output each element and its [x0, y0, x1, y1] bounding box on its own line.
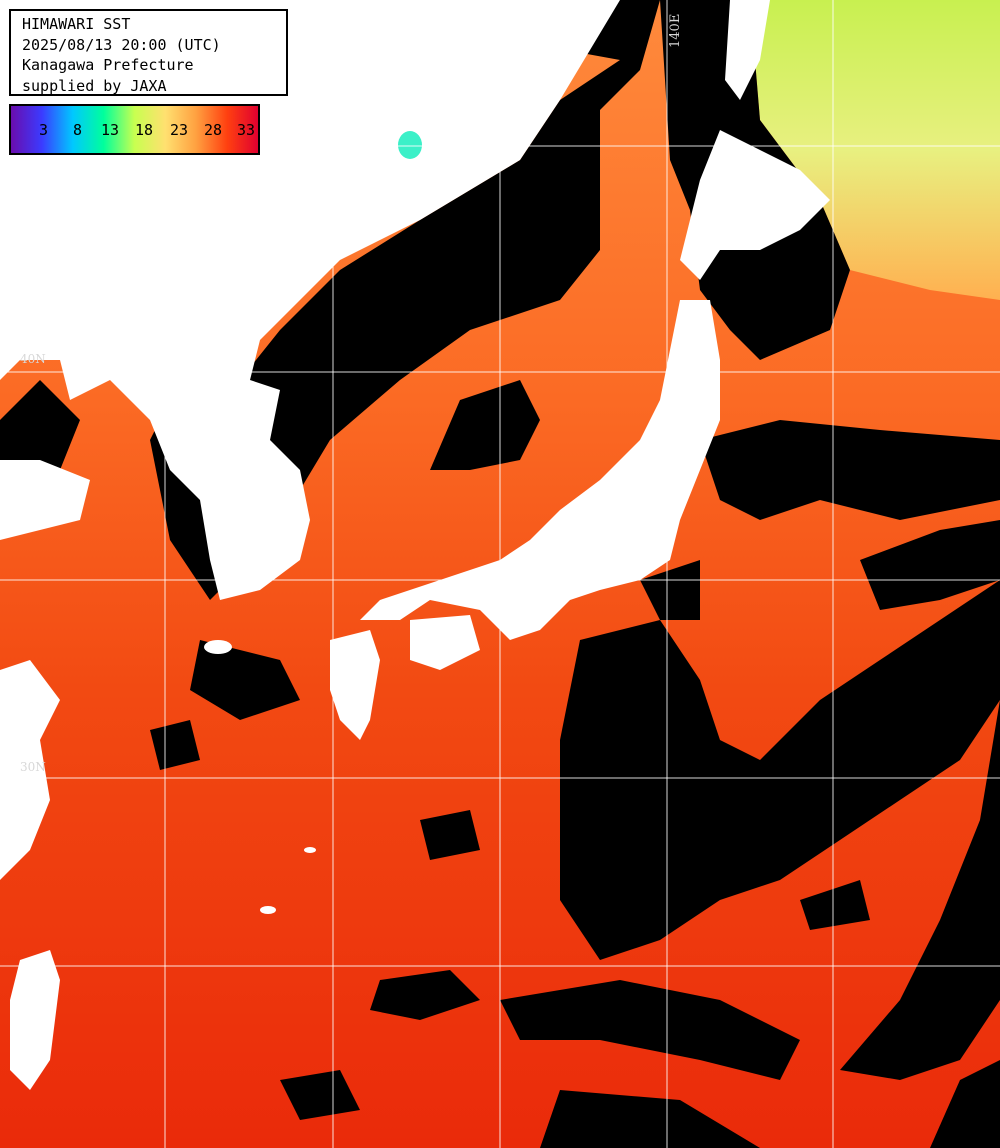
title-box: HIMAWARI SST 2025/08/13 20:00 (UTC) Kana…	[9, 9, 288, 96]
scale-tick: 13	[101, 121, 120, 139]
scale-tick: 18	[135, 121, 154, 139]
land-shikoku	[410, 615, 480, 670]
longitude-label: 140E	[668, 13, 683, 48]
land-taiwan	[10, 950, 60, 1090]
title-line-product: HIMAWARI SST	[22, 15, 131, 33]
color-scale-labels: 3 8 13 18 23 28 33	[11, 106, 258, 153]
latitude-label-40n: 40N	[20, 352, 46, 366]
land-china-south	[0, 660, 60, 880]
scale-tick: 23	[170, 121, 189, 139]
land-shandong	[0, 460, 90, 540]
cool-sea-north	[750, 0, 1000, 300]
latitude-label-30n: 30N	[20, 760, 46, 774]
land-jeju	[204, 640, 232, 654]
scale-tick: 3	[39, 121, 49, 139]
land-honshu	[360, 300, 720, 640]
scale-tick: 8	[73, 121, 83, 139]
land-hokkaido	[680, 130, 830, 280]
scale-tick: 33	[237, 121, 256, 139]
color-scale: 3 8 13 18 23 28 33	[9, 104, 260, 155]
land-sakhalin	[725, 0, 770, 100]
land-kyushu	[330, 630, 380, 740]
title-line-region: Kanagawa Prefecture	[22, 56, 194, 74]
color-scale-gradient	[11, 106, 258, 153]
title-line-credit: supplied by JAXA	[22, 76, 167, 95]
scale-tick: 28	[204, 121, 223, 139]
title-line-datetime: 2025/08/13 20:00 (UTC)	[22, 35, 221, 54]
cyan-feature	[398, 131, 422, 159]
